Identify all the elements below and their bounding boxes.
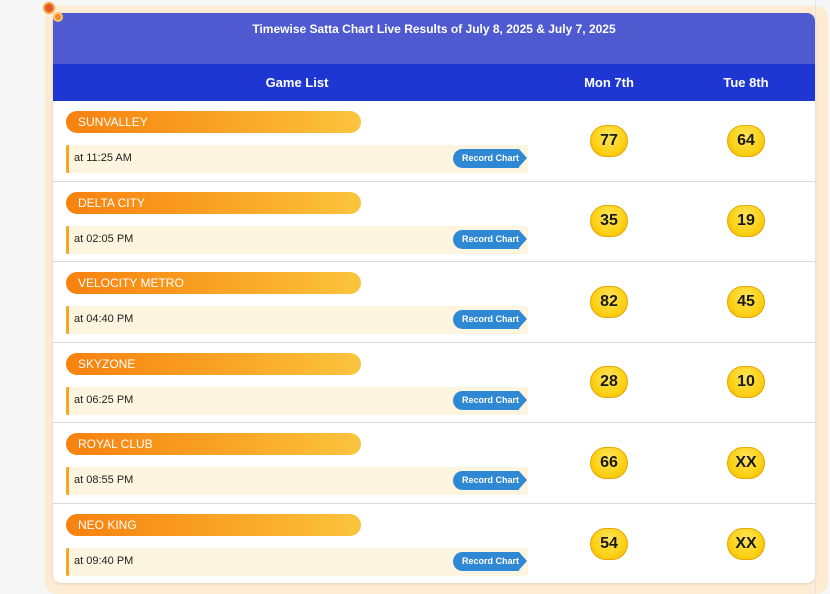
result-badge: XX [727,527,765,560]
record-chart-button[interactable]: Record Chart [453,229,527,249]
game-name: ROYAL CLUB [66,433,361,455]
table-row: SKYZONE at 06:25 PM Record Chart 28 10 [53,343,815,423]
result-cell-day-1: 82 [541,262,677,342]
header-day-1: Mon 7th [584,75,634,90]
time-strip: at 04:40 PM Record Chart [66,306,528,334]
table-row: VELOCITY METRO at 04:40 PM Record Chart … [53,262,815,343]
result-cell-day-2: 10 [677,343,815,423]
game-cell: NEO KING at 09:40 PM Record Chart [53,504,541,584]
game-time: at 04:40 PM [74,313,134,325]
table-row: SUNVALLEY at 11:25 AM Record Chart 77 64 [53,101,815,182]
game-name: SUNVALLEY [66,111,361,133]
game-cell: DELTA CITY at 02:05 PM Record Chart [53,182,541,262]
result-badge: 54 [590,527,628,560]
game-cell: VELOCITY METRO at 04:40 PM Record Chart [53,262,541,342]
game-list: SUNVALLEY at 11:25 AM Record Chart 77 64… [53,101,815,583]
game-name: DELTA CITY [66,191,361,214]
page-title: Timewise Satta Chart Live Results of Jul… [53,13,815,64]
header-day-2: Tue 8th [723,75,769,90]
decorative-dot-icon [43,2,55,14]
results-card: Timewise Satta Chart Live Results of Jul… [53,13,815,583]
table-row: NEO KING at 09:40 PM Record Chart 54 XX [53,504,815,584]
game-time: at 09:40 PM [74,554,134,567]
divider [815,0,816,594]
time-strip: at 11:25 AM Record Chart [66,145,528,173]
game-name: NEO KING [66,513,361,536]
result-cell-day-1: 66 [541,423,677,503]
result-cell-day-2: XX [677,423,815,503]
result-cell-day-1: 35 [541,182,677,262]
result-badge: 45 [727,285,765,318]
result-cell-day-1: 54 [541,504,677,584]
game-name: SKYZONE [66,352,361,375]
result-cell-day-2: 64 [677,101,815,181]
game-name: VELOCITY METRO [66,272,361,294]
record-chart-button[interactable]: Record Chart [453,551,527,571]
result-badge: 19 [727,205,765,238]
game-time: at 08:55 PM [74,474,134,486]
time-strip: at 02:05 PM Record Chart [66,225,528,254]
game-time: at 02:05 PM [74,232,134,245]
time-strip: at 06:25 PM Record Chart [66,386,528,415]
time-strip: at 09:40 PM Record Chart [66,547,528,576]
record-chart-button[interactable]: Record Chart [453,310,527,329]
result-badge: 10 [727,366,765,399]
game-cell: SUNVALLEY at 11:25 AM Record Chart [53,101,541,181]
game-time: at 11:25 AM [74,152,132,164]
table-row: DELTA CITY at 02:05 PM Record Chart 35 1… [53,182,815,262]
record-chart-button[interactable]: Record Chart [453,390,527,410]
result-badge: 82 [590,285,628,318]
record-chart-button[interactable]: Record Chart [453,149,527,168]
result-badge: 66 [590,446,628,479]
decorative-dot-icon [53,12,63,22]
table-row: ROYAL CLUB at 08:55 PM Record Chart 66 X… [53,423,815,504]
result-badge: 77 [590,124,628,157]
result-badge: 35 [590,205,628,238]
time-strip: at 08:55 PM Record Chart [66,467,528,495]
result-cell-day-2: 45 [677,262,815,342]
game-time: at 06:25 PM [74,393,134,406]
result-cell-day-2: XX [677,504,815,584]
result-badge: XX [727,446,765,479]
result-badge: 28 [590,366,628,399]
result-cell-day-1: 77 [541,101,677,181]
header-game-list: Game List [265,75,329,90]
result-cell-day-2: 19 [677,182,815,262]
record-chart-button[interactable]: Record Chart [453,471,527,490]
result-badge: 64 [727,124,765,157]
game-cell: SKYZONE at 06:25 PM Record Chart [53,343,541,423]
table-header: Game List Mon 7th Tue 8th [53,64,815,101]
game-cell: ROYAL CLUB at 08:55 PM Record Chart [53,423,541,503]
result-cell-day-1: 28 [541,343,677,423]
